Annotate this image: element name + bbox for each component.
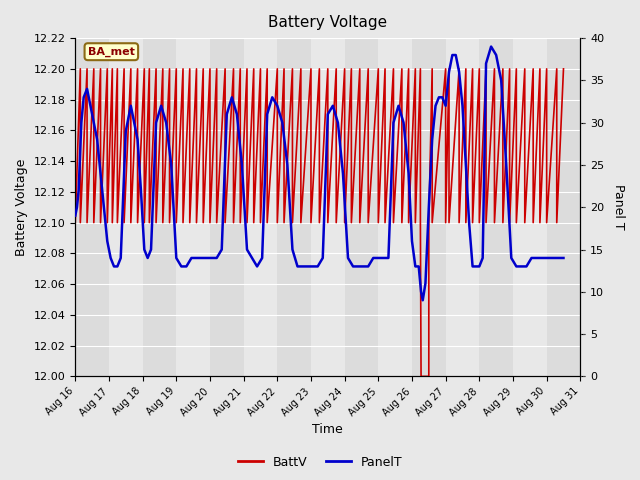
Bar (311, 38, 344, 376)
X-axis label: Time: Time (312, 423, 343, 436)
Bar (445, 38, 479, 376)
Bar (76, 38, 109, 376)
Text: BA_met: BA_met (88, 47, 135, 57)
Y-axis label: Panel T: Panel T (612, 184, 625, 230)
Bar (176, 38, 210, 376)
Bar (513, 38, 547, 376)
Bar (277, 38, 311, 376)
Bar (344, 38, 378, 376)
Bar (547, 38, 580, 376)
Bar (210, 38, 244, 376)
Legend: BattV, PanelT: BattV, PanelT (232, 451, 408, 474)
Bar (378, 38, 412, 376)
Bar (244, 38, 277, 376)
Title: Battery Voltage: Battery Voltage (268, 15, 387, 30)
Bar (479, 38, 513, 376)
Bar (412, 38, 445, 376)
Y-axis label: Battery Voltage: Battery Voltage (15, 158, 28, 256)
Bar (143, 38, 176, 376)
Bar (109, 38, 143, 376)
